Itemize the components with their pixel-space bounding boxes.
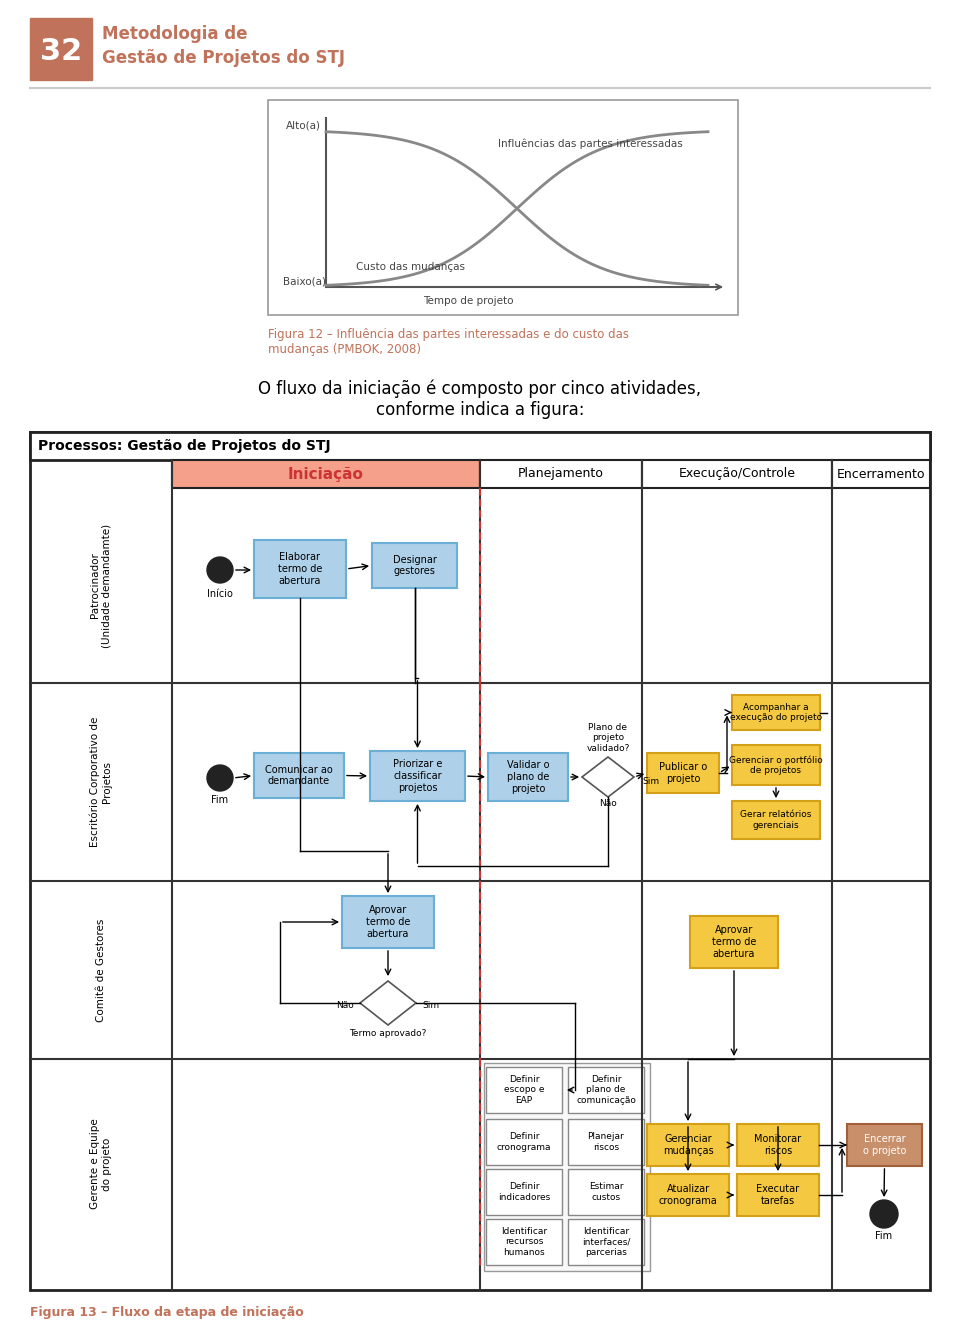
Text: Validar o
plano de
projeto: Validar o plano de projeto [507,761,549,794]
Text: Iniciação: Iniciação [288,466,364,481]
FancyBboxPatch shape [737,1124,819,1166]
Text: Gerenciar
mudanças: Gerenciar mudanças [662,1135,713,1156]
Text: Execução/Controle: Execução/Controle [679,468,796,481]
Text: 32: 32 [40,36,83,65]
FancyBboxPatch shape [732,801,820,839]
Text: Escritório Corporativo de
Projetos: Escritório Corporativo de Projetos [90,717,112,847]
FancyBboxPatch shape [172,1059,480,1269]
Text: Monitorar
riscos: Monitorar riscos [755,1135,802,1156]
Text: Gerente e Equipe
do projeto: Gerente e Equipe do projeto [90,1119,111,1209]
FancyBboxPatch shape [172,488,480,683]
FancyBboxPatch shape [847,1124,922,1166]
Text: Não: Não [336,1002,354,1011]
FancyBboxPatch shape [690,916,778,968]
Text: Metodologia de: Metodologia de [102,25,248,43]
Text: Planejamento: Planejamento [518,468,604,481]
FancyBboxPatch shape [647,1124,729,1166]
FancyBboxPatch shape [486,1219,562,1265]
FancyBboxPatch shape [486,1067,562,1114]
Text: Priorizar e
classificar
projetos: Priorizar e classificar projetos [393,759,443,793]
Polygon shape [582,757,634,797]
Text: Encerrar
o projeto: Encerrar o projeto [863,1135,906,1156]
Text: Figura 12 – Influência das partes interessadas e do custo das
mudanças (PMBOK, 2: Figura 12 – Influência das partes intere… [268,328,629,356]
FancyBboxPatch shape [642,460,832,488]
Text: Gestão de Projetos do STJ: Gestão de Projetos do STJ [102,49,345,67]
Text: Tempo de projeto: Tempo de projeto [422,296,514,306]
FancyBboxPatch shape [647,1173,729,1216]
FancyBboxPatch shape [30,432,930,460]
FancyBboxPatch shape [372,543,457,587]
FancyBboxPatch shape [568,1119,644,1166]
Text: Custo das mudanças: Custo das mudanças [356,262,465,272]
Text: Definir
indicadores: Definir indicadores [498,1183,550,1201]
Text: Aprovar
termo de
abertura: Aprovar termo de abertura [366,906,410,939]
Text: Comunicar ao
demandante: Comunicar ao demandante [265,765,333,786]
Text: Definir
cronograma: Definir cronograma [496,1132,551,1152]
Text: Executar
tarefas: Executar tarefas [756,1184,800,1205]
Text: Patrocinador
(Unidade demandamte): Patrocinador (Unidade demandamte) [90,523,111,647]
FancyBboxPatch shape [172,460,480,488]
Circle shape [870,1200,898,1228]
FancyBboxPatch shape [30,19,92,80]
Text: Início: Início [207,589,233,599]
Text: Baixo(a): Baixo(a) [282,276,325,286]
Circle shape [207,557,233,583]
FancyBboxPatch shape [254,753,344,798]
Text: Sim: Sim [642,777,660,786]
FancyBboxPatch shape [568,1219,644,1265]
Text: Figura 13 – Fluxo da etapa de iniciação: Figura 13 – Fluxo da etapa de iniciação [30,1305,303,1319]
Text: Acompanhar a
execução do projeto: Acompanhar a execução do projeto [730,703,822,722]
FancyBboxPatch shape [370,751,465,801]
FancyBboxPatch shape [268,100,738,314]
Text: Identificar
recursos
humanos: Identificar recursos humanos [501,1227,547,1257]
Text: Definir
escopo e
EAP: Definir escopo e EAP [504,1075,544,1106]
FancyBboxPatch shape [488,753,568,801]
Text: Influências das partes interessadas: Influências das partes interessadas [498,139,683,149]
FancyBboxPatch shape [737,1173,819,1216]
Text: Sim: Sim [422,1002,439,1011]
FancyBboxPatch shape [832,460,930,488]
Text: Estimar
custos: Estimar custos [588,1183,623,1201]
Text: Processos: Gestão de Projetos do STJ: Processos: Gestão de Projetos do STJ [38,440,330,453]
FancyBboxPatch shape [30,432,930,1289]
Text: Não: Não [599,798,617,807]
Circle shape [207,765,233,791]
Text: O fluxo da iniciação é composto por cinco atividades,
conforme indica a figura:: O fluxo da iniciação é composto por cinc… [258,380,702,420]
Text: Fim: Fim [211,795,228,805]
Text: Termo aprovado?: Termo aprovado? [349,1028,426,1038]
Text: Alto(a): Alto(a) [285,121,321,131]
FancyBboxPatch shape [568,1169,644,1215]
Text: Plano de
projeto
validado?: Plano de projeto validado? [587,723,630,753]
Text: Identificar
interfaces/
parcerias: Identificar interfaces/ parcerias [582,1227,630,1257]
Text: Gerenciar o portfólio
de projetos: Gerenciar o portfólio de projetos [730,755,823,775]
Text: Designar
gestores: Designar gestores [393,554,437,577]
FancyBboxPatch shape [254,539,346,598]
FancyBboxPatch shape [172,880,480,1059]
FancyBboxPatch shape [647,753,719,793]
Text: Fim: Fim [876,1231,893,1241]
Text: Aprovar
termo de
abertura: Aprovar termo de abertura [711,926,756,959]
Text: Gerar relatórios
gerenciais: Gerar relatórios gerenciais [740,810,812,830]
Text: Planejar
riscos: Planejar riscos [588,1132,624,1152]
Text: Encerramento: Encerramento [837,468,925,481]
Text: Definir
plano de
comunicação: Definir plano de comunicação [576,1075,636,1106]
FancyBboxPatch shape [732,745,820,785]
Text: Atualizar
cronograma: Atualizar cronograma [659,1184,717,1205]
FancyBboxPatch shape [480,460,642,488]
FancyBboxPatch shape [486,1169,562,1215]
FancyBboxPatch shape [486,1119,562,1166]
Text: Comitê de Gestores: Comitê de Gestores [96,918,106,1022]
Text: Elaborar
termo de
abertura: Elaborar termo de abertura [277,553,323,586]
FancyBboxPatch shape [172,683,480,880]
FancyBboxPatch shape [732,695,820,730]
FancyBboxPatch shape [484,1063,650,1271]
FancyBboxPatch shape [568,1067,644,1114]
Text: Publicar o
projeto: Publicar o projeto [659,762,708,783]
FancyBboxPatch shape [342,896,434,948]
Polygon shape [360,980,416,1026]
